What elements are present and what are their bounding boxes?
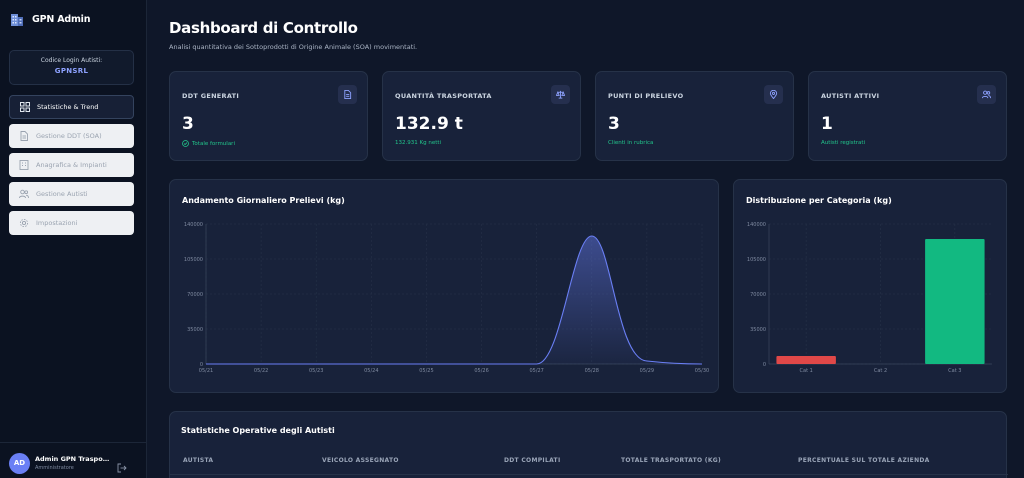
column-header[interactable]: AUTISTA [183,457,214,464]
stat-value: 3 [182,114,194,134]
login-code-value: GPNSRL [54,67,89,75]
dashboard-grid-icon [20,102,30,112]
series-line [206,235,703,365]
y-tick-label: 105000 [184,257,203,263]
bar [925,239,985,364]
x-tick-label: Cat 2 [874,368,887,374]
column-header[interactable]: VEICOLO ASSEGNATO [322,457,399,464]
scale-icon [551,85,570,104]
login-code-label: Codice Login Autisti: [40,57,103,64]
chart-title: Andamento Giornaliero Prelievi (kg) [182,196,345,205]
building-icon [19,160,29,170]
stat-card-ddt: DDT GENERATI 3 Totale formulari [169,71,368,161]
y-tick-label: 0 [200,362,203,368]
brand-title: GPN Admin [32,13,91,25]
nav-label: Gestione DDT (SOA) [36,132,102,140]
table-title: Statistiche Operative degli Autisti [181,426,335,435]
chart-title: Distribuzione per Categoria (kg) [746,196,892,205]
y-tick-label: 105000 [747,257,766,263]
x-tick-label: Cat 3 [948,368,961,374]
stat-label: DDT GENERATI [182,92,240,100]
logout-icon[interactable] [117,458,127,473]
column-header[interactable]: PERCENTUALE SUL TOTALE AZIENDA [798,457,930,464]
user-profile: AD Admin GPN Trasporti Amministratore [9,452,134,474]
avatar: AD [9,452,30,474]
building-icon [10,11,24,27]
y-tick-label: 0 [763,362,766,368]
nav-label: Impostazioni [36,219,78,227]
stat-value: 3 [608,114,620,134]
document-icon [338,85,357,104]
page-title: Dashboard di Controllo [169,19,358,37]
nav-item-statistics[interactable]: Statistiche & Trend [9,95,134,119]
nav-item-ddt[interactable]: Gestione DDT (SOA) [9,124,134,148]
nav-label: Anagrafica & Impianti [36,161,107,169]
stat-value: 1 [821,114,833,134]
nav-label: Gestione Autisti [36,190,88,198]
nav-item-settings[interactable]: Impostazioni [9,211,134,235]
daily-pickups-chart-card: Andamento Giornaliero Prelievi (kg) 0 350… [169,179,719,393]
check-circle-icon [182,140,189,147]
stat-label: AUTISTI ATTIVI [821,92,880,100]
y-tick-label: 70000 [187,292,203,298]
stat-sub: Totale formulari [182,140,235,147]
map-pin-icon [764,85,783,104]
table-divider [170,474,1008,475]
bar [776,356,836,364]
x-tick-label: 05/24 [364,368,378,374]
brand: GPN Admin [10,10,90,28]
sidebar-divider [0,442,147,443]
user-name: Admin GPN Trasporti [35,455,111,463]
x-tick-label: 05/30 [695,368,709,374]
users-icon [977,85,996,104]
stat-sub-text: Totale formulari [192,140,235,147]
nav-item-registry[interactable]: Anagrafica & Impianti [9,153,134,177]
y-tick-label: 140000 [184,222,203,228]
sidebar: GPN Admin Codice Login Autisti: GPNSRL S… [0,0,147,478]
x-tick-label: 05/26 [474,368,488,374]
driver-stats-table: Statistiche Operative degli Autisti AUTI… [169,411,1008,478]
stat-label: PUNTI DI PRELIEVO [608,92,684,100]
x-tick-label: 05/25 [419,368,433,374]
x-tick-label: Cat 1 [800,368,813,374]
y-tick-label: 70000 [750,292,766,298]
daily-pickups-chart: 0 35000 70000 105000 140000 05/21 05/22 05/23 05… [184,222,709,374]
gear-icon [19,218,29,228]
stat-card-active-drivers: AUTISTI ATTIVI 1 Autisti registrati [808,71,1007,161]
page-subtitle: Analisi quantitativa dei Sottoprodotti d… [169,43,418,51]
stat-sub: 132.931 Kg netti [395,140,442,146]
nav-item-drivers[interactable]: Gestione Autisti [9,182,134,206]
stat-card-pickup-points: PUNTI DI PRELIEVO 3 Clienti in rubrica [595,71,794,161]
users-icon [19,189,29,199]
category-distribution-chart-card: Distribuzione per Categoria (kg) 0 35000 7… [733,179,1007,393]
y-tick-label: 35000 [750,327,766,333]
x-tick-label: 05/21 [199,368,213,374]
x-tick-label: 05/29 [640,368,654,374]
stat-sub: Autisti registrati [821,140,866,146]
column-header[interactable]: TOTALE TRASPORTATO (KG) [621,457,722,464]
x-tick-label: 05/23 [309,368,323,374]
x-tick-label: 05/27 [529,368,543,374]
driver-login-code-box: Codice Login Autisti: GPNSRL [9,50,134,85]
document-icon [19,131,29,141]
x-tick-label: 05/22 [254,368,268,374]
nav-label: Statistiche & Trend [37,103,99,111]
column-header[interactable]: DDT COMPILATI [504,457,561,464]
area-fill [206,236,702,364]
user-role: Amministratore [35,465,74,471]
x-tick-label: 05/28 [585,368,599,374]
y-tick-label: 140000 [747,222,766,228]
category-distribution-chart: 0 35000 70000 105000 140000 Cat 1 Cat 2 Cat 3 [747,222,992,374]
stat-label: QUANTITÀ TRASPORTATA [395,92,492,100]
stat-card-quantity: QUANTITÀ TRASPORTATA 132.9 t 132.931 Kg … [382,71,581,161]
stat-sub: Clienti in rubrica [608,140,654,146]
stat-value: 132.9 t [395,114,463,134]
y-tick-label: 35000 [187,327,203,333]
